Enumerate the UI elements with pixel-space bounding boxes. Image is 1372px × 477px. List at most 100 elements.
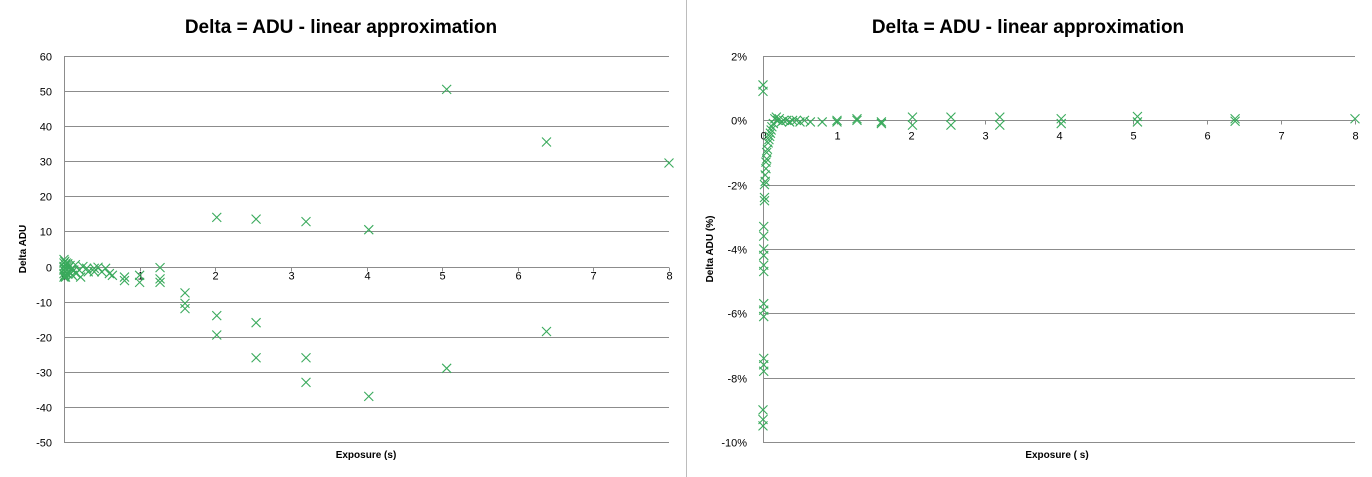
y-tick-label: -4% bbox=[727, 245, 747, 257]
data-point bbox=[758, 221, 769, 232]
data-point bbox=[758, 353, 769, 364]
x-tick-label: 2 bbox=[908, 131, 914, 143]
y-tick-label: -50 bbox=[36, 438, 52, 450]
data-point bbox=[759, 195, 770, 206]
data-point-stroke bbox=[766, 125, 777, 135]
x-tick-label: 2 bbox=[212, 271, 218, 283]
data-point-stroke bbox=[805, 117, 816, 127]
data-point bbox=[761, 147, 772, 158]
data-point-stroke bbox=[155, 277, 165, 288]
data-point bbox=[876, 117, 887, 127]
data-point bbox=[1056, 118, 1067, 129]
data-point bbox=[784, 117, 795, 127]
data-point-stroke bbox=[541, 137, 552, 147]
data-point bbox=[759, 192, 770, 203]
data-point bbox=[758, 231, 769, 242]
data-point-stroke bbox=[907, 120, 918, 131]
chart-left-svg: Delta = ADU - linear approximation 60504… bbox=[18, 17, 674, 461]
data-point bbox=[363, 224, 374, 235]
data-point bbox=[907, 112, 918, 123]
x-tick-label: 7 bbox=[590, 271, 596, 283]
data-point bbox=[758, 414, 768, 425]
x-tick-label: 5 bbox=[439, 271, 445, 283]
data-point-stroke bbox=[89, 263, 100, 274]
data-point bbox=[107, 270, 118, 281]
y-tick-label: 0% bbox=[731, 116, 747, 128]
data-point bbox=[1350, 113, 1360, 124]
data-point bbox=[1230, 116, 1241, 127]
data-point-stroke bbox=[251, 352, 261, 363]
data-point-stroke bbox=[876, 117, 887, 127]
data-point bbox=[852, 115, 862, 126]
data-point-stroke bbox=[1230, 116, 1241, 127]
data-point-stroke bbox=[946, 120, 956, 131]
chart-title: Delta = ADU - linear approximation bbox=[872, 17, 1184, 38]
data-point-stroke bbox=[62, 269, 73, 280]
data-point-stroke bbox=[791, 115, 802, 126]
data-point bbox=[134, 270, 145, 281]
data-point bbox=[301, 216, 311, 227]
y-axis-label: Delta ADU bbox=[18, 225, 29, 274]
data-point-stroke bbox=[75, 272, 86, 282]
data-point-stroke bbox=[134, 277, 145, 288]
data-point bbox=[541, 137, 552, 147]
chart-title: Delta = ADU - linear approximation bbox=[185, 17, 497, 38]
data-point-stroke bbox=[876, 118, 887, 129]
y-tick-label: -8% bbox=[727, 374, 747, 386]
data-point-stroke bbox=[363, 224, 374, 235]
data-point bbox=[104, 268, 115, 279]
data-point-stroke bbox=[100, 263, 111, 274]
data-point bbox=[764, 131, 775, 142]
data-point-stroke bbox=[763, 137, 774, 148]
data-point bbox=[89, 263, 100, 274]
data-point bbox=[211, 310, 222, 321]
data-point-stroke bbox=[758, 404, 768, 415]
data-point-stroke bbox=[765, 128, 776, 139]
data-point bbox=[1132, 117, 1143, 127]
data-point bbox=[363, 391, 374, 402]
data-point bbox=[441, 84, 452, 95]
data-point-stroke bbox=[1132, 117, 1143, 127]
y-tick-label: 2% bbox=[731, 52, 747, 64]
data-point-stroke bbox=[761, 157, 771, 168]
data-point-stroke bbox=[787, 115, 798, 126]
y-tick-label: -20 bbox=[36, 333, 52, 345]
data-point-stroke bbox=[89, 266, 100, 277]
data-point-stroke bbox=[1350, 113, 1360, 124]
data-point-stroke bbox=[758, 414, 768, 425]
data-point-stroke bbox=[946, 112, 956, 123]
data-point bbox=[211, 212, 222, 223]
chart-panel-right: Delta = ADU - linear approximation 2% 0% -… bbox=[687, 0, 1372, 477]
x-tick-label: 5 bbox=[1130, 131, 1136, 143]
data-point-stroke bbox=[78, 261, 88, 272]
data-point bbox=[765, 128, 776, 139]
y-tick-label: 50 bbox=[40, 87, 52, 99]
data-point-stroke bbox=[107, 270, 118, 281]
data-point bbox=[852, 113, 862, 124]
data-point-stroke bbox=[774, 113, 785, 124]
data-point bbox=[994, 112, 1005, 123]
y-tick-labels: 2% 0% -2% -4% -6% -8% -10% bbox=[721, 52, 747, 450]
data-point bbox=[994, 120, 1005, 131]
data-point bbox=[759, 179, 770, 190]
data-point-stroke bbox=[758, 244, 769, 254]
y-tick-labels: 60 50 40 30 20 10 0 -10 -20 -30 -40 -50 bbox=[36, 52, 52, 450]
data-point bbox=[251, 317, 261, 328]
data-points bbox=[758, 80, 1360, 431]
data-point bbox=[89, 266, 100, 277]
data-point-stroke bbox=[852, 113, 862, 124]
data-point-stroke bbox=[664, 158, 674, 168]
data-point bbox=[81, 263, 92, 274]
data-point-stroke bbox=[764, 134, 774, 145]
data-point bbox=[799, 115, 810, 126]
data-point bbox=[832, 117, 842, 127]
data-point-stroke bbox=[180, 303, 190, 314]
data-point bbox=[301, 377, 311, 388]
data-point-stroke bbox=[832, 115, 842, 126]
data-point-stroke bbox=[81, 263, 92, 274]
data-point bbox=[441, 363, 452, 374]
data-point bbox=[805, 117, 816, 127]
data-point-stroke bbox=[994, 112, 1005, 123]
data-point-stroke bbox=[251, 214, 261, 225]
x-tick-label: 1 bbox=[834, 131, 840, 143]
